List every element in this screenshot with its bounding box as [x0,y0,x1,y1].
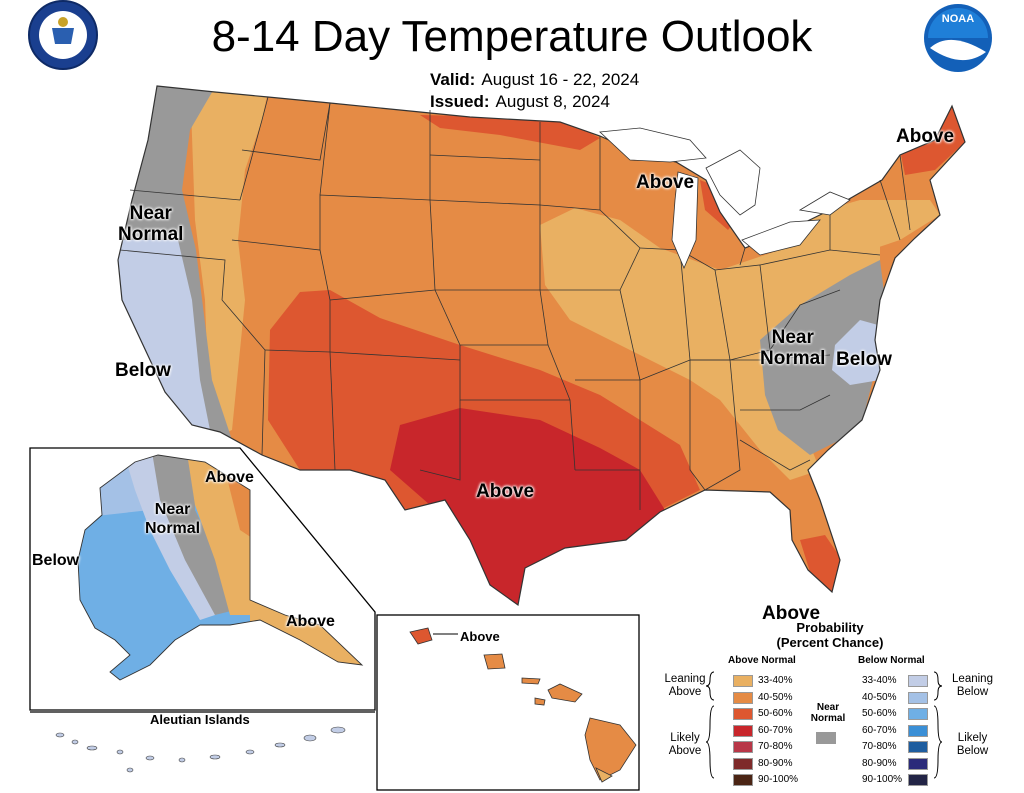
legend-above-range-0: 33-40% [758,675,793,686]
legend-below-header: Below Normal [858,655,925,666]
issued-value: August 8, 2024 [495,92,610,111]
legend-above-swatch-3 [733,724,753,737]
legend-near-normal-label: Near Normal [810,702,846,724]
legend-above-range-2: 50-60% [758,708,793,719]
legend-above-swatch-0 [733,675,753,687]
legend-below-range-3: 60-70% [862,724,897,736]
legend-below-swatch-1 [908,691,928,704]
page-title: 8-14 Day Temperature Outlook [211,12,813,61]
legend-above-range-5: 80-90% [758,757,793,769]
valid-label: Valid: [430,70,476,89]
great-lakes [599,127,851,270]
label-ak-below: Below [32,552,80,569]
legend-below-range-2: 50-60% [862,708,897,719]
issued-date-line: Issued: August 8, 2024 [430,92,610,112]
legend-below-swatch-2 [908,708,928,720]
label-hi-above: Above [460,629,500,644]
label-ak-near-normal: Near Normal [145,501,201,537]
legend-below-swatch-0 [908,675,928,687]
legend-below-swatch-6 [908,774,928,786]
label-aleutian-islands: Aleutian Islands [150,712,250,727]
legend-leaning-below: Leaning Below [952,673,993,698]
label-above-florida: Above [762,603,821,624]
legend-likely-below: Likely Below [956,732,989,757]
label-below-west: Below [115,360,171,381]
legend-above-range-6: 90-100% [758,774,799,785]
legend-above-swatch-5 [733,757,753,770]
label-above-great-lakes: Above [636,172,695,193]
label-above-south: Above [476,481,535,502]
legend-below-range-5: 80-90% [862,757,897,769]
legend-above-swatch-6 [733,774,753,786]
legend-likely-above: Likely Above [668,732,702,757]
label-near-normal-west: Near Normal [118,203,184,245]
legend-below-range-4: 70-80% [862,741,897,752]
legend-above-header: Above Normal [728,655,796,666]
hawaii-islands [409,627,637,783]
legend-leaning-above: Leaning Above [664,673,706,698]
commerce-seal-icon [28,0,98,70]
label-above-northeast: Above [896,126,955,147]
legend-above-swatch-2 [733,708,753,720]
label-near-normal-east: Near Normal [760,327,826,369]
svg-text:NOAA: NOAA [942,13,974,25]
legend-above-range-3: 60-70% [758,724,793,736]
label-ak-above-southeast: Above [286,613,335,630]
state-borders [117,85,966,607]
legend-near-normal-swatch [816,732,836,744]
valid-date-line: Valid: August 16 - 22, 2024 [430,70,639,90]
legend-above-range-4: 70-80% [758,741,793,752]
noaa-logo-icon: NOAA [924,4,992,72]
valid-value: August 16 - 22, 2024 [481,70,640,89]
legend-above-swatch-1 [733,691,753,704]
label-below-east: Below [836,349,892,370]
legend-below-range-0: 33-40% [862,675,897,686]
legend-below-swatch-4 [908,741,928,753]
legend-below-range-1: 40-50% [862,691,897,703]
label-ak-above-north: Above [205,469,254,486]
legend-below-swatch-3 [908,724,928,737]
legend-title: Probability (Percent Chance) [776,620,884,650]
issued-label: Issued: [430,92,490,111]
legend-above-range-1: 40-50% [758,691,793,703]
aleutian-islands [55,726,346,773]
legend-below-swatch-5 [908,757,928,770]
legend-below-range-6: 90-100% [862,774,903,785]
legend-above-swatch-4 [733,741,753,753]
